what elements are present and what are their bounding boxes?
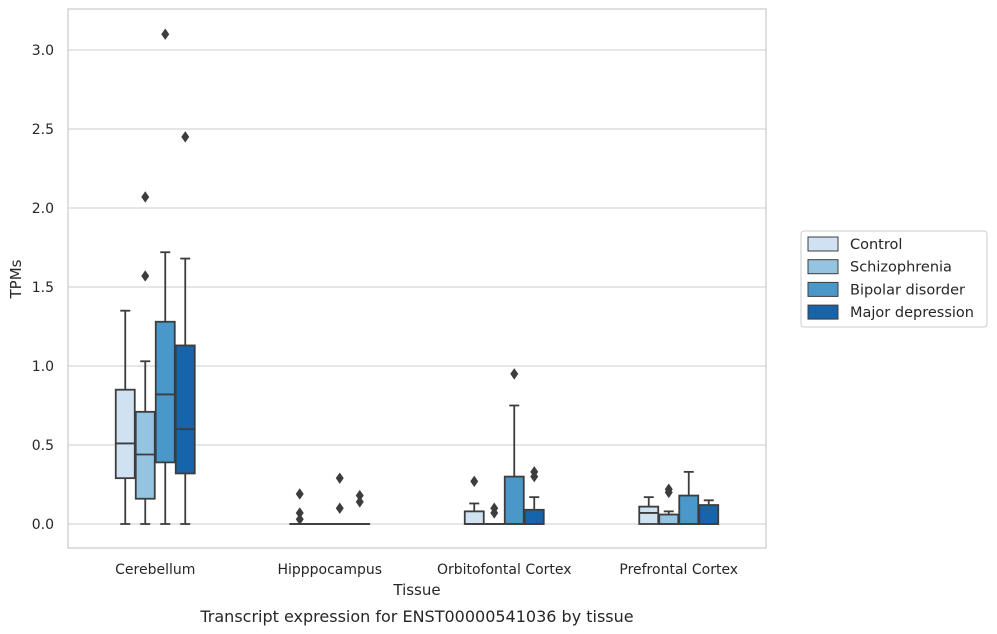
y-tick-label: 0.5 bbox=[32, 438, 54, 454]
x-axis-label: Tissue bbox=[392, 581, 440, 599]
box-iqr bbox=[638, 505, 660, 525]
legend-label: Major depression bbox=[850, 305, 974, 321]
box-major-depression bbox=[174, 131, 196, 525]
x-tick-label: Prefrontal Cortex bbox=[619, 562, 738, 578]
legend-swatch bbox=[807, 236, 839, 252]
y-axis-label: TPMs bbox=[7, 259, 25, 299]
box-control bbox=[114, 309, 136, 525]
legend-label: Bipolar disorder bbox=[850, 282, 965, 298]
box-schizophrenia bbox=[658, 483, 680, 525]
x-tick-label: Orbitofontal Cortex bbox=[437, 562, 572, 578]
x-tick-label: Hipppocampus bbox=[277, 562, 382, 578]
legend: Control Schizophrenia Bipolar disorder Majo… bbox=[800, 230, 988, 328]
box-iqr bbox=[463, 510, 485, 525]
outlier-point bbox=[530, 470, 539, 483]
box-bipolar-disorder bbox=[329, 472, 351, 525]
box-groups bbox=[114, 28, 720, 525]
outlier-point bbox=[355, 496, 364, 508]
legend-swatch bbox=[807, 304, 839, 320]
box-bipolar-disorder bbox=[503, 368, 525, 525]
outlier-point bbox=[470, 475, 479, 488]
x-tick-label: Cerebellum bbox=[115, 562, 195, 578]
box-schizophrenia bbox=[134, 191, 156, 525]
box-control bbox=[638, 496, 660, 525]
box-iqr bbox=[658, 513, 680, 525]
y-tick-label: 3.0 bbox=[32, 43, 54, 59]
box-iqr bbox=[523, 508, 545, 525]
outlier-point bbox=[295, 488, 304, 500]
box-iqr bbox=[678, 494, 700, 525]
y-tick-label: 2.5 bbox=[32, 122, 54, 138]
outlier-point bbox=[335, 472, 344, 484]
box-iqr bbox=[114, 388, 136, 480]
legend-swatch bbox=[807, 259, 839, 275]
outlier-point bbox=[141, 270, 150, 282]
y-tick-label: 0.0 bbox=[32, 517, 54, 533]
legend-label: Control bbox=[850, 237, 902, 253]
box-major-depression bbox=[523, 466, 545, 525]
box-bipolar-disorder bbox=[678, 470, 700, 525]
y-axis-ticks: 0.0 0.5 1.0 1.5 2.0 2.5 3.0 bbox=[32, 43, 54, 533]
box-iqr bbox=[503, 475, 525, 525]
outlier-point bbox=[161, 28, 170, 40]
y-tick-label: 1.5 bbox=[32, 280, 54, 296]
outlier-point bbox=[664, 486, 673, 499]
outlier-point bbox=[181, 131, 190, 143]
x-axis-ticks: Cerebellum Hipppocampus Orbitofontal Corte… bbox=[115, 562, 738, 578]
outlier-point bbox=[510, 368, 519, 380]
legend-swatch bbox=[807, 281, 839, 297]
box-iqr bbox=[698, 504, 720, 525]
box-major-depression bbox=[698, 499, 720, 525]
box-iqr bbox=[154, 320, 176, 464]
box-major-depression bbox=[349, 489, 371, 525]
outlier-point bbox=[490, 507, 499, 519]
y-tick-label: 1.0 bbox=[32, 359, 54, 375]
outlier-point bbox=[295, 513, 304, 525]
outlier-point bbox=[141, 191, 150, 203]
outlier-point bbox=[335, 502, 344, 514]
box-schizophrenia bbox=[483, 502, 505, 525]
legend-frame bbox=[800, 230, 988, 328]
legend-label: Schizophrenia bbox=[850, 260, 952, 276]
y-tick-label: 2.0 bbox=[32, 201, 54, 217]
box-iqr bbox=[174, 344, 196, 475]
plot-area-frame bbox=[67, 8, 767, 549]
box-bipolar-disorder bbox=[154, 28, 176, 525]
box-control bbox=[289, 488, 311, 525]
box-control bbox=[463, 475, 485, 525]
chart-caption: Transcript expression for ENST0000054103… bbox=[199, 607, 633, 626]
